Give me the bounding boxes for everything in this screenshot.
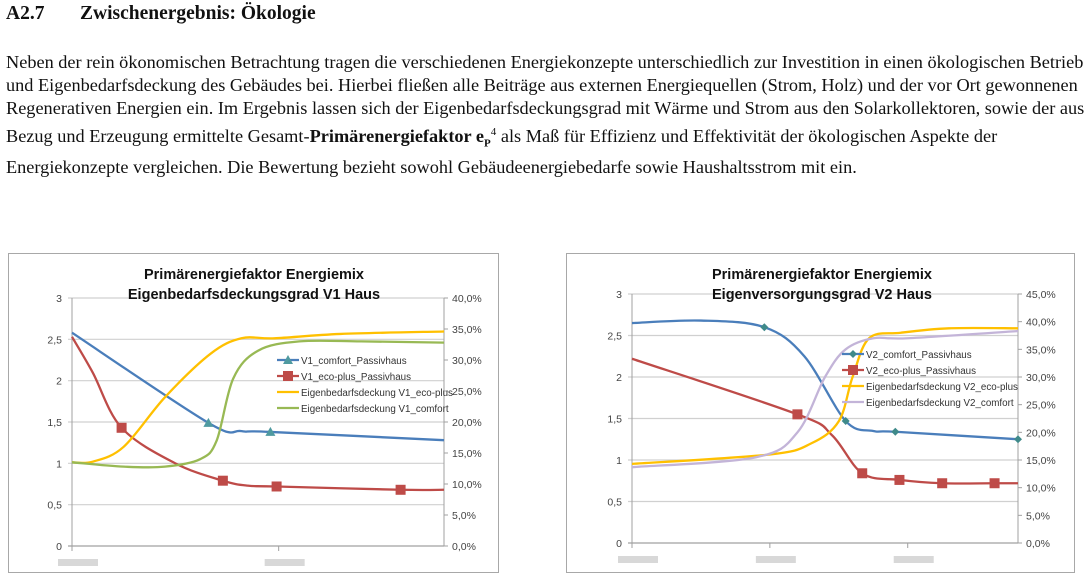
section-number: A2.7 [6, 3, 45, 24]
series-Eigenbedarfsdeckung V1_eco-plus [71, 330, 445, 465]
triangle-marker [203, 417, 214, 427]
y-left-tick-label: 1,5 [607, 414, 622, 426]
square-marker [217, 475, 228, 486]
y-left-tick-label: 2 [56, 376, 62, 388]
diamond-marker [841, 416, 850, 425]
x-tick-label-blurred [755, 556, 796, 563]
y-right-tick-label: 15,0% [1026, 455, 1056, 467]
series-Eigenbedarfsdeckung V2_eco-plus [631, 326, 1019, 466]
y-left-tick-label: 2 [616, 372, 622, 384]
y-left-tick-label: 1 [56, 458, 62, 470]
paragraph-text-2: als Maß für Effizienz und Effektivität d… [6, 125, 998, 177]
series-Eigenbedarfsdeckung V1_comfort [71, 339, 445, 469]
square-marker [989, 478, 1000, 489]
square-marker [395, 484, 406, 495]
x-tick-label-blurred [264, 559, 305, 566]
y-right-tick-label: 30,0% [1026, 372, 1056, 384]
paragraph-text-1: Neben der rein ökonomischen Betrachtung … [6, 52, 1085, 146]
series-V1_comfort_Passivhaus [71, 331, 445, 442]
y-right-tick-label: 20,0% [452, 417, 482, 429]
section-title: Zwischenergebnis: Ökologie [80, 3, 316, 24]
square-marker [283, 371, 293, 381]
y-left-tick-label: 1,5 [47, 417, 62, 429]
legend-label: Eigenbedarfsdeckung V2_eco-plus [866, 382, 1018, 393]
chart-svg: 00,511,522,530,0%5,0%10,0%15,0%20,0%25,0… [607, 267, 1056, 563]
diamond-marker [849, 350, 857, 358]
legend-label: V2_comfort_Passivhaus [866, 350, 972, 361]
square-marker [894, 474, 905, 485]
y-right-tick-label: 10,0% [1026, 483, 1056, 495]
y-right-tick-label: 20,0% [1026, 427, 1056, 439]
legend-label: V2_eco-plus_Passivhaus [866, 366, 976, 377]
y-right-tick-label: 35,0% [1026, 344, 1056, 356]
y-left-tick-label: 0,5 [47, 500, 62, 512]
series-line [631, 319, 1019, 441]
series-line [631, 326, 1019, 466]
y-right-tick-label: 5,0% [1026, 510, 1050, 522]
y-right-tick-label: 25,0% [452, 386, 482, 398]
y-right-tick-label: 0,0% [452, 541, 476, 553]
square-marker [937, 478, 948, 489]
legend-label: Eigenbedarfsdeckung V2_comfort [866, 398, 1014, 409]
y-left-tick-label: 3 [56, 293, 62, 305]
y-right-tick-label: 35,0% [452, 324, 482, 336]
chart-title-line: Primärenergiefaktor Energiemix [144, 267, 364, 283]
footnote-marker[interactable]: 4 [490, 125, 497, 138]
term-text: Primärenergiefaktor e [309, 125, 485, 146]
y-left-tick-label: 2,5 [47, 334, 62, 346]
y-left-tick-label: 3 [616, 289, 622, 301]
series-Eigenbedarfsdeckung V2_comfort [631, 329, 1019, 469]
y-left-tick-label: 0,5 [607, 497, 622, 509]
series-line [71, 339, 445, 469]
series-V2_comfort_Passivhaus [631, 319, 1022, 444]
series-V2_eco-plus_Passivhaus [631, 357, 1018, 489]
y-right-tick-label: 5,0% [452, 510, 476, 522]
square-marker [848, 365, 858, 375]
legend-label: V1_comfort_Passivhaus [301, 356, 407, 367]
legend-label: V1_eco-plus_Passivhaus [301, 372, 411, 383]
x-tick-label-blurred [618, 556, 658, 563]
y-left-tick-label: 2,5 [607, 331, 622, 343]
y-right-tick-label: 0,0% [1026, 538, 1050, 550]
body-paragraph: Neben der rein ökonomischen Betrachtung … [6, 51, 1085, 179]
square-marker [271, 481, 282, 492]
chart-title-line: Primärenergiefaktor Energiemix [712, 267, 932, 283]
diamond-marker [760, 323, 769, 332]
primary-energy-factor-term: Primärenergiefaktor eP [309, 125, 491, 150]
y-right-tick-label: 45,0% [1026, 289, 1056, 301]
y-left-tick-label: 0 [56, 541, 62, 553]
y-right-tick-label: 40,0% [452, 293, 482, 305]
square-marker [116, 422, 127, 433]
y-right-tick-label: 40,0% [1026, 317, 1056, 329]
series-V1_eco-plus_Passivhaus [71, 336, 445, 495]
diamond-marker [891, 427, 900, 436]
y-left-tick-label: 1 [616, 455, 622, 467]
chart-v1-haus: 0 0,5 1 1,5 2 2,5 3 0,0% 5,0% 10,0% 15,0% 20,0% 25,0… [8, 253, 499, 573]
y-right-tick-label: 25,0% [1026, 400, 1056, 412]
diamond-marker [1014, 435, 1022, 444]
x-tick-label-blurred [58, 559, 98, 566]
triangle-marker [283, 355, 293, 364]
legend-label: Eigenbedarfsdeckung V1_eco-plus [301, 388, 453, 399]
y-right-tick-label: 15,0% [452, 448, 482, 460]
legend-label: Eigenbedarfsdeckung V1_comfort [301, 404, 449, 415]
y-right-tick-label: 10,0% [452, 479, 482, 491]
square-marker [857, 468, 868, 479]
series-line [71, 330, 445, 465]
series-line [71, 331, 445, 442]
series-line [631, 329, 1019, 469]
chart-title-line: Eigenversorgungsgrad V2 Haus [712, 287, 932, 303]
x-tick-label-blurred [893, 556, 934, 563]
term-subscript: P [484, 137, 491, 150]
square-marker [792, 409, 803, 420]
y-right-tick-label: 30,0% [452, 355, 482, 367]
section-heading: A2.7 Zwischenergebnis: Ökologie [6, 3, 316, 25]
chart-title-line: Eigenbedarfsdeckungsgrad V1 Haus [128, 287, 380, 303]
triangle-marker [265, 426, 276, 436]
y-left-tick-label: 0 [616, 538, 622, 550]
chart-svg: 00,511,522,530,0%5,0%10,0%15,0%20,0%25,0… [47, 267, 482, 566]
chart-v2-haus: 0 0,5 1 1,5 2 2,5 3 0,0% 5,0% 10,0% 15,0% 20,0% 25,0… [566, 253, 1075, 573]
